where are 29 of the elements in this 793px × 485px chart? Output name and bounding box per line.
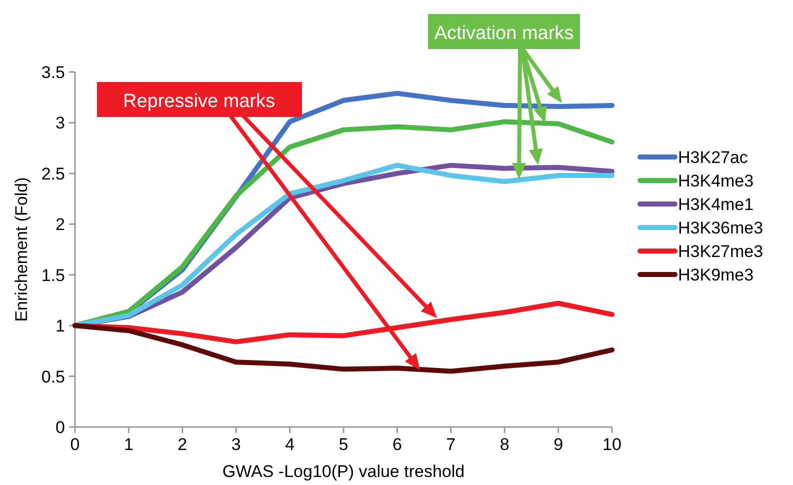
y-tick-label: 3	[56, 114, 65, 133]
x-tick-label: 2	[178, 435, 188, 454]
x-tick-label: 5	[338, 435, 348, 454]
y-tick-label: 1.5	[41, 266, 65, 285]
x-tick-label: 8	[500, 435, 510, 454]
x-tick-label: 3	[231, 435, 241, 454]
y-axis-title: Enrichement (Fold)	[12, 177, 31, 322]
annotation: Activation marks	[434, 23, 574, 44]
legend-label: H3K4me3	[678, 172, 754, 190]
legend-label: H3K4me1	[678, 195, 754, 214]
x-axis-title: GWAS -Log10(P) value treshold	[222, 462, 465, 481]
x-tick-label: 10	[602, 435, 622, 454]
annotation: Repressive marks	[122, 91, 276, 112]
x-tick-label: 9	[554, 435, 564, 454]
y-tick-label: 1	[56, 316, 65, 336]
legend-label: H3K27me3	[678, 242, 764, 261]
legend-label: H3K27ac	[678, 148, 748, 167]
legend-label: H3K9me3	[678, 266, 754, 284]
y-tick-label: 2	[56, 215, 65, 234]
y-tick-label: 0	[56, 418, 65, 437]
x-tick-label: 7	[446, 435, 456, 454]
legend-label: H3K36me3	[678, 218, 764, 238]
x-tick-label: 4	[285, 435, 295, 454]
y-tick-label: 3.5	[41, 63, 65, 82]
y-tick-label: 0.5	[41, 367, 65, 386]
y-tick-label: 2.5	[41, 164, 65, 184]
x-tick-label: 1	[124, 435, 134, 454]
x-tick-label: 6	[392, 435, 402, 454]
x-tick-label: 0	[70, 435, 80, 454]
